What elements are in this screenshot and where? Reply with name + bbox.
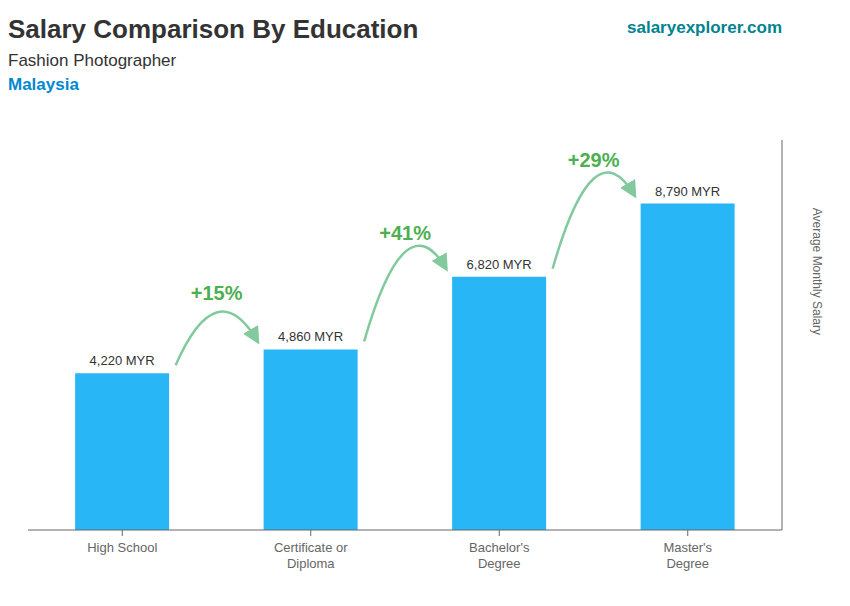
svg-text:Bachelor'sDegree: Bachelor'sDegree (469, 540, 530, 571)
svg-text:6,820 MYR: 6,820 MYR (467, 257, 532, 272)
svg-text:8,790 MYR: 8,790 MYR (655, 184, 720, 199)
svg-text:+15%: +15% (191, 282, 243, 304)
svg-text:4,220 MYR: 4,220 MYR (90, 353, 155, 368)
svg-text:+41%: +41% (379, 222, 431, 244)
html-text:Fashion Photographer: Fashion Photographer (8, 51, 177, 70)
html-text:Malaysia: Malaysia (8, 75, 79, 94)
html-text:Salary Comparison By Education: Salary Comparison By Education (8, 14, 419, 44)
svg-text:High School: High School (87, 540, 157, 555)
svg-text:+29%: +29% (568, 149, 620, 171)
svg-text:Master'sDegree: Master'sDegree (663, 540, 712, 571)
svg-text:Certificate orDiploma: Certificate orDiploma (274, 540, 348, 571)
html-text:salaryexplorer.com: salaryexplorer.com (627, 18, 782, 37)
svg-text:4,860 MYR: 4,860 MYR (278, 329, 343, 344)
svg-text:Average Monthly Salary: Average Monthly Salary (810, 208, 824, 335)
